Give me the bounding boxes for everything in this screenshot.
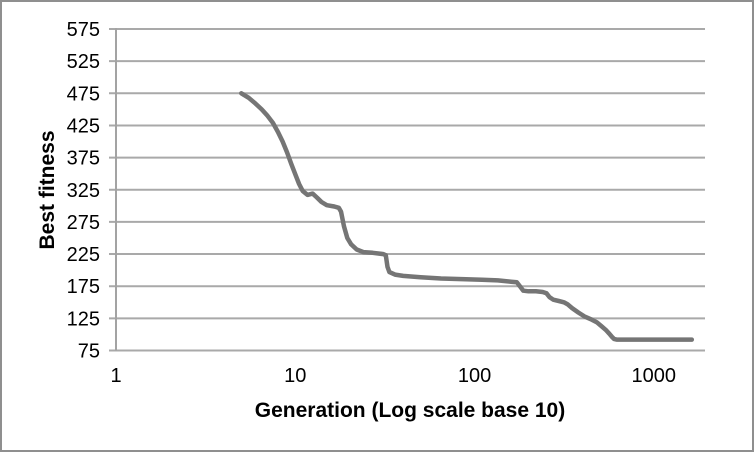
- y-tick-label: 425: [67, 115, 100, 137]
- y-tick-label: 475: [67, 83, 100, 105]
- y-tick-label: 325: [67, 180, 100, 202]
- y-tick-label: 275: [67, 212, 100, 234]
- x-tick-label: 1000: [632, 365, 677, 387]
- y-tick-label: 75: [78, 341, 100, 363]
- y-tick-label: 575: [67, 19, 100, 41]
- y-tick-label: 525: [67, 51, 100, 73]
- x-tick-label: 10: [284, 365, 306, 387]
- best-fitness-line: [239, 91, 695, 342]
- y-tick-label: 175: [67, 276, 100, 298]
- y-tick-label: 375: [67, 148, 100, 170]
- y-axis-title: Best fitness: [36, 130, 59, 250]
- y-tick-label: 125: [67, 308, 100, 330]
- x-axis-title: Generation (Log scale base 10): [254, 399, 566, 422]
- x-tick-label: 1: [110, 365, 121, 387]
- x-tick-label: 100: [458, 365, 491, 387]
- y-tick-label: 225: [67, 244, 100, 266]
